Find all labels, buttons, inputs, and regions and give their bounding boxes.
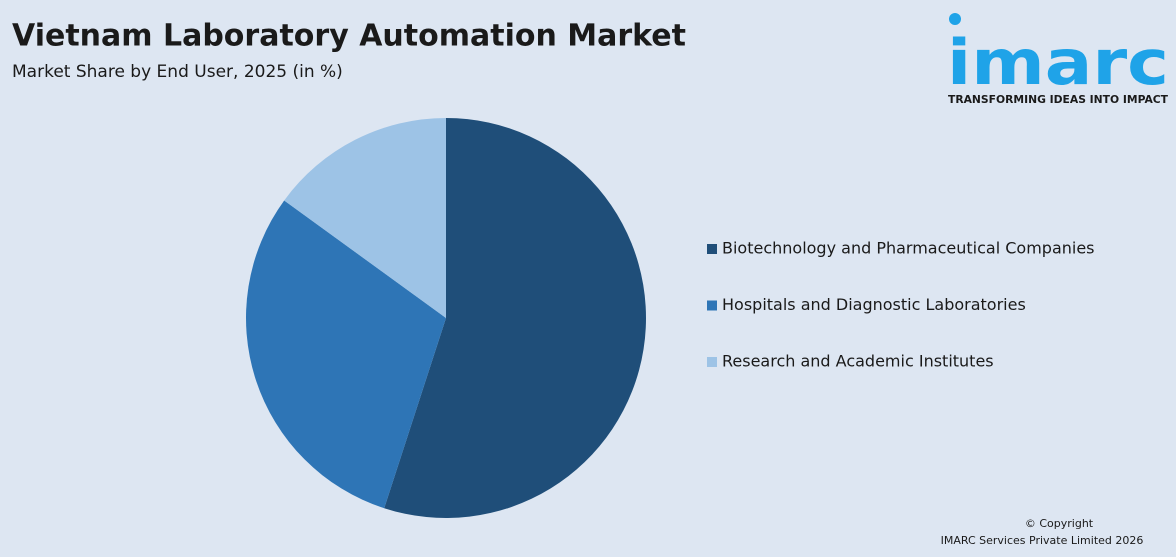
logo: imarc bbox=[947, 26, 1169, 99]
legend-swatch bbox=[707, 244, 717, 254]
pie-slice bbox=[384, 118, 646, 518]
legend-label: Hospitals and Diagnostic Laboratories bbox=[722, 295, 1026, 314]
logo-dot bbox=[949, 13, 961, 25]
pie-slice bbox=[245, 200, 446, 509]
chart-subtitle: Market Share by End User, 2025 (in %) bbox=[12, 62, 343, 82]
logo-tagline: TRANSFORMING IDEAS INTO IMPACT bbox=[948, 93, 1168, 106]
legend-swatch bbox=[707, 357, 717, 367]
legend-label: Research and Academic Institutes bbox=[722, 352, 994, 371]
chart-title: Vietnam Laboratory Automation Market bbox=[12, 19, 686, 54]
copyright: © Copyright bbox=[1025, 517, 1094, 530]
copyright: IMARC Services Private Limited 2026 bbox=[941, 534, 1144, 547]
legend-swatch bbox=[707, 300, 717, 311]
pie-slice bbox=[284, 118, 446, 318]
legend-label: Biotechnology and Pharmaceutical Compani… bbox=[722, 239, 1095, 258]
